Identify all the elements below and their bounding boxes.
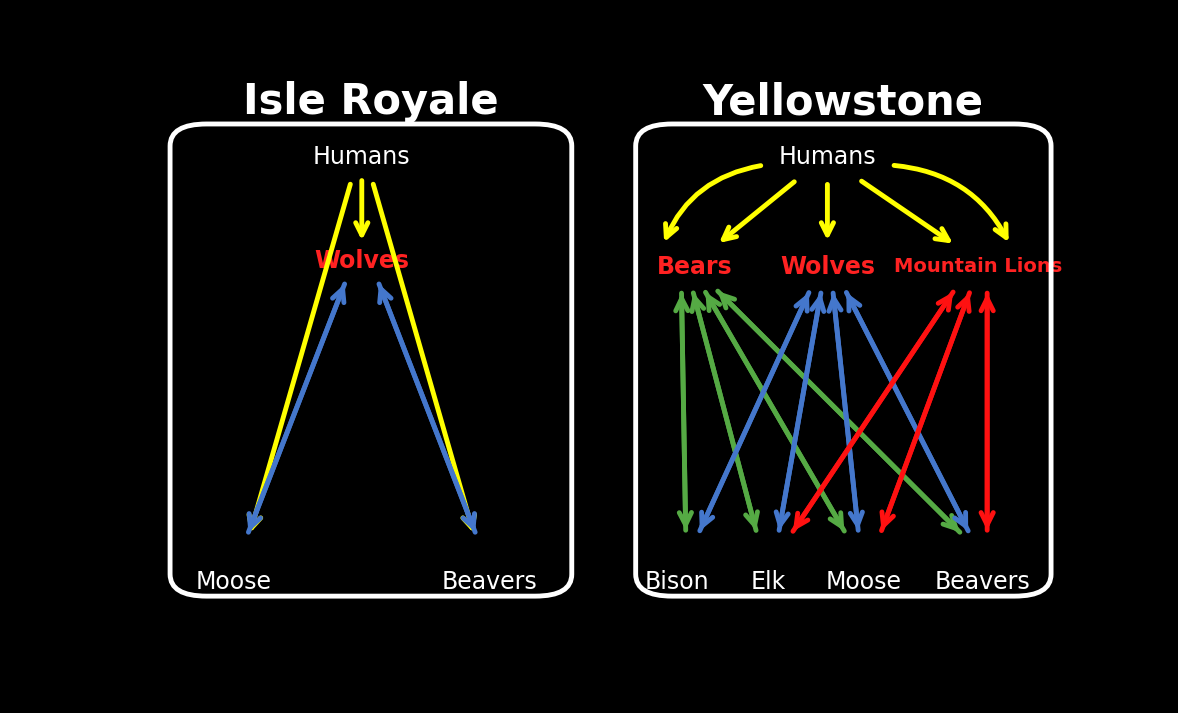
Text: Beavers: Beavers — [442, 570, 537, 595]
Text: Yellowstone: Yellowstone — [702, 81, 984, 123]
Text: Humans: Humans — [313, 145, 411, 169]
Text: Bears: Bears — [657, 255, 733, 279]
Text: Mountain Lions: Mountain Lions — [894, 257, 1063, 276]
Text: Wolves: Wolves — [315, 250, 409, 273]
Text: Isle Royale: Isle Royale — [243, 81, 498, 123]
Text: Humans: Humans — [779, 145, 876, 169]
Text: Moose: Moose — [196, 570, 272, 595]
Text: Beavers: Beavers — [934, 570, 1031, 595]
Text: Moose: Moose — [826, 570, 902, 595]
Text: Wolves: Wolves — [780, 255, 875, 279]
Text: Bison: Bison — [644, 570, 709, 595]
Text: Elk: Elk — [750, 570, 786, 595]
